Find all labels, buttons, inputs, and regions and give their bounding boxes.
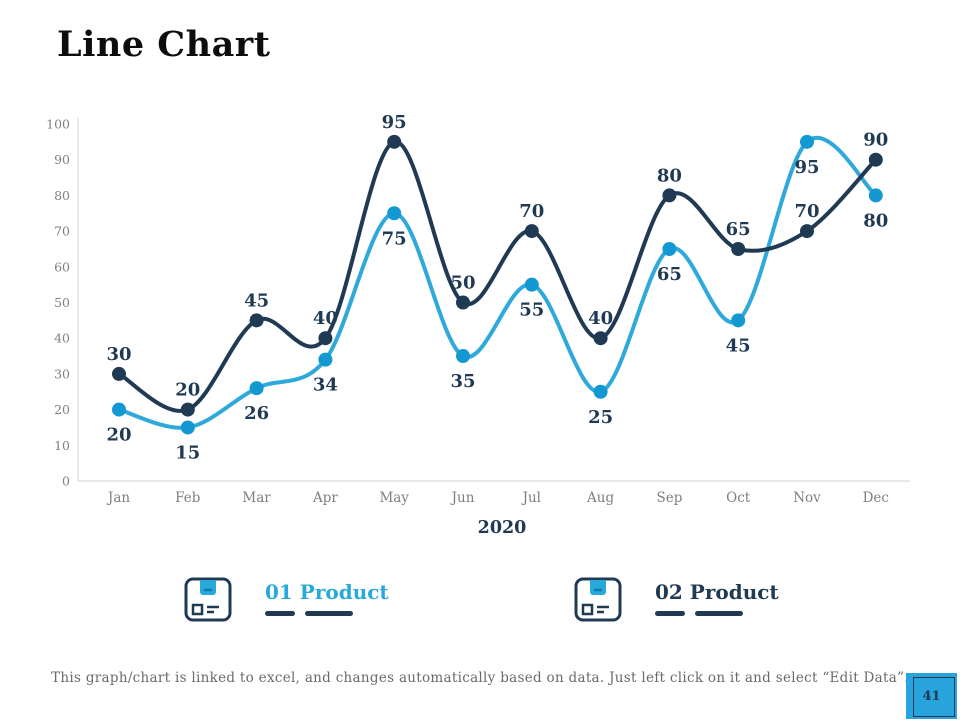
data-point bbox=[387, 134, 402, 149]
data-label: 65 bbox=[726, 219, 751, 240]
data-point bbox=[593, 331, 608, 346]
data-label: 26 bbox=[244, 403, 269, 424]
data-point bbox=[112, 402, 126, 417]
data-label: 20 bbox=[175, 380, 200, 401]
x-axis-tick-label: Oct bbox=[726, 490, 751, 506]
data-label: 35 bbox=[450, 371, 475, 392]
data-label: 65 bbox=[657, 264, 682, 285]
chart-legend: 01 Product 02 Product bbox=[0, 570, 960, 632]
footer-note: This graph/chart is linked to excel, and… bbox=[51, 670, 909, 686]
data-point bbox=[800, 224, 814, 239]
data-label: 90 bbox=[863, 130, 888, 151]
data-point bbox=[387, 206, 402, 221]
data-point bbox=[731, 313, 746, 328]
y-axis-tick-label: 40 bbox=[54, 331, 70, 346]
data-point bbox=[249, 381, 264, 396]
data-label: 55 bbox=[519, 300, 544, 321]
page-number: 41 bbox=[922, 688, 941, 704]
x-axis-tick-label: Nov bbox=[793, 490, 821, 506]
legend-label-product-02: 02 Product bbox=[655, 580, 779, 604]
data-label: 34 bbox=[313, 375, 338, 396]
data-label: 45 bbox=[244, 290, 269, 311]
y-axis-tick-label: 90 bbox=[54, 152, 70, 167]
legend-item-product-02[interactable]: 02 Product bbox=[573, 573, 779, 627]
y-axis-tick-label: 0 bbox=[62, 474, 70, 489]
page-number-frame bbox=[913, 677, 955, 717]
legend-dash bbox=[655, 611, 685, 616]
x-axis-tick-label: Jun bbox=[450, 490, 475, 506]
data-point bbox=[318, 352, 333, 367]
legend-dash bbox=[265, 611, 295, 616]
data-label: 70 bbox=[519, 201, 544, 222]
package-icon bbox=[573, 573, 623, 627]
data-label: 75 bbox=[382, 228, 407, 249]
data-label: 15 bbox=[175, 442, 200, 463]
data-point bbox=[662, 241, 677, 256]
y-axis-tick-label: 10 bbox=[54, 438, 70, 453]
x-axis-tick-label: May bbox=[379, 490, 409, 506]
data-label: 95 bbox=[382, 112, 407, 133]
series-line-1 bbox=[117, 136, 878, 430]
data-label: 25 bbox=[588, 407, 613, 428]
data-point bbox=[112, 366, 126, 381]
y-axis-tick-label: 20 bbox=[54, 402, 70, 417]
data-point bbox=[318, 331, 333, 346]
data-point bbox=[524, 224, 539, 239]
legend-dashes bbox=[265, 611, 389, 616]
data-label: 80 bbox=[657, 165, 682, 186]
data-label: 80 bbox=[863, 210, 888, 231]
data-point bbox=[731, 241, 746, 256]
data-label: 40 bbox=[313, 308, 338, 329]
y-axis-tick-label: 100 bbox=[46, 117, 70, 132]
data-label: 45 bbox=[726, 335, 751, 356]
data-label: 70 bbox=[794, 201, 819, 222]
legend-label-product-01: 01 Product bbox=[265, 580, 389, 604]
data-point bbox=[456, 349, 470, 364]
data-label: 30 bbox=[106, 344, 131, 365]
data-point bbox=[180, 402, 195, 417]
series-line-2 bbox=[117, 139, 878, 413]
page-number-badge: 41 bbox=[906, 673, 957, 719]
data-label: 50 bbox=[450, 273, 475, 294]
page-title: Line Chart bbox=[57, 24, 271, 65]
data-point bbox=[180, 420, 195, 435]
legend-dashes bbox=[655, 611, 779, 616]
x-axis-tick-label: Sep bbox=[656, 490, 682, 506]
x-axis-tick-label: Feb bbox=[175, 490, 200, 506]
line-chart[interactable]: 0 10 20 30 40 50 60 70 80 90 100 Jan Feb Mar Apr May Jun… bbox=[30, 112, 940, 557]
x-axis-tick-label: Jul bbox=[521, 490, 541, 506]
line-chart-svg[interactable]: 0 10 20 30 40 50 60 70 80 90 100 Jan Feb Mar Apr May Jun… bbox=[30, 112, 940, 557]
y-axis-tick-label: 50 bbox=[54, 295, 70, 310]
y-axis-tick-label: 60 bbox=[54, 259, 70, 274]
data-point bbox=[249, 313, 264, 328]
data-point bbox=[662, 188, 677, 203]
data-point bbox=[868, 152, 883, 167]
x-axis-title: 2020 bbox=[478, 518, 527, 538]
y-axis-tick-label: 30 bbox=[54, 366, 70, 381]
legend-item-product-01[interactable]: 01 Product bbox=[183, 573, 389, 627]
y-axis-tick-label: 80 bbox=[54, 188, 70, 203]
x-axis-tick-label: Dec bbox=[863, 490, 889, 506]
data-point bbox=[593, 384, 608, 399]
package-icon bbox=[183, 573, 233, 627]
x-axis-tick-label: Aug bbox=[586, 490, 614, 506]
data-point bbox=[456, 295, 470, 310]
legend-dash bbox=[305, 611, 353, 616]
data-point bbox=[868, 188, 883, 203]
x-axis-tick-label: Jan bbox=[106, 490, 130, 506]
data-label: 40 bbox=[588, 308, 613, 329]
y-axis-tick-label: 70 bbox=[54, 224, 70, 239]
x-axis-tick-label: Mar bbox=[242, 490, 271, 506]
data-point bbox=[524, 277, 539, 292]
legend-dash bbox=[695, 611, 743, 616]
data-label: 20 bbox=[106, 425, 131, 446]
data-label: 95 bbox=[794, 157, 819, 178]
x-axis-tick-label: Apr bbox=[312, 490, 338, 506]
data-point bbox=[800, 134, 814, 149]
